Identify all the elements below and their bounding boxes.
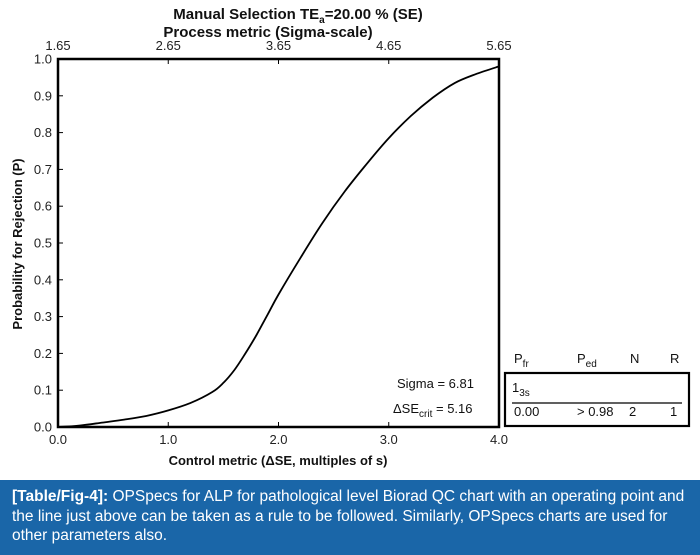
y-tick-label: 0.7 <box>34 162 52 177</box>
header-r: R <box>670 351 679 366</box>
y-tick-label: 0.3 <box>34 309 52 324</box>
dse-crit-value: ΔSEcrit = 5.16 <box>393 401 473 420</box>
y-tick-label: 0.6 <box>34 199 52 214</box>
header-pfr: Pfr <box>514 351 529 370</box>
y-tick-label: 0.2 <box>34 346 52 361</box>
cell-ped: > 0.98 <box>577 404 614 419</box>
table-box <box>503 371 691 428</box>
x-tick-label: 1.0 <box>159 432 177 447</box>
x-tick-label: 2.0 <box>269 432 287 447</box>
y-tick-label: 0.5 <box>34 236 52 251</box>
y-axis-label: Probability for Rejection (P) <box>10 158 25 329</box>
top-tick-label: 4.65 <box>376 38 401 53</box>
figure-caption: [Table/Fig-4]: OPSpecs for ALP for patho… <box>0 480 700 555</box>
x-tick-label: 0.0 <box>49 432 67 447</box>
y-tick-label: 0.9 <box>34 88 52 103</box>
header-n: N <box>630 351 639 366</box>
caption-text: OPSpecs for ALP for pathological level B… <box>12 488 685 544</box>
y-tick-label: 0.4 <box>34 272 52 287</box>
rejection-curve <box>57 65 500 428</box>
cell-pfr: 0.00 <box>514 404 539 419</box>
header-ped: Ped <box>577 351 597 370</box>
top-tick-label: 3.65 <box>266 38 291 53</box>
y-axis-ticks: 0.0 0.1 0.2 0.3 0.4 0.5 0.6 0.7 0.8 0.9 1.0 <box>34 52 63 435</box>
opspecs-chart: Manual Selection TEa=20.00 % (SE) Proces… <box>10 6 691 468</box>
y-tick-label: 0.0 <box>34 420 52 435</box>
sigma-value: Sigma = 6.81 <box>397 376 474 391</box>
x-tick-label: 3.0 <box>380 432 398 447</box>
cell-r: 1 <box>670 404 677 419</box>
top-tick-label: 5.65 <box>486 38 511 53</box>
chart-title: Manual Selection TEa=20.00 % (SE) <box>173 6 422 26</box>
y-tick-label: 0.1 <box>34 383 52 398</box>
rule-label: 13s <box>512 380 530 399</box>
top-tick-label: 2.65 <box>156 38 181 53</box>
y-tick-label: 0.8 <box>34 125 52 140</box>
cell-n: 2 <box>629 404 636 419</box>
caption-label: [Table/Fig-4]: <box>12 488 109 505</box>
qc-rule-table: Pfr Ped N R 13s 0.00 > 0.98 2 1 <box>503 351 691 428</box>
x-axis-ticks: 0.0 1.0 2.0 3.0 4.0 <box>49 422 508 447</box>
top-tick-label: 1.65 <box>45 38 70 53</box>
plot-frame <box>56 57 501 429</box>
y-tick-label: 1.0 <box>34 52 52 67</box>
x-axis-label: Control metric (ΔSE, multiples of s) <box>169 453 388 468</box>
x-tick-label: 4.0 <box>490 432 508 447</box>
top-axis-label: Process metric (Sigma-scale) <box>163 24 372 41</box>
